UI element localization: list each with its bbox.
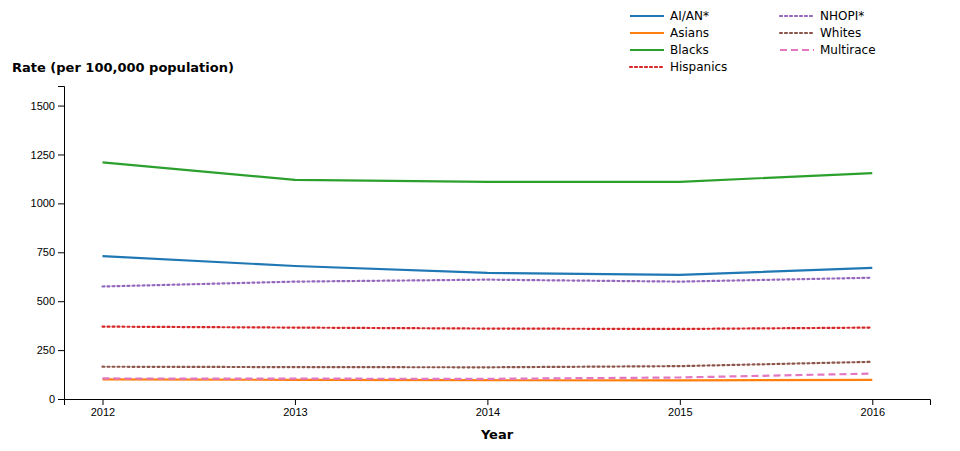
axis-domain bbox=[65, 400, 931, 406]
tick-mark bbox=[58, 106, 64, 107]
legend-item: Asians bbox=[630, 26, 709, 40]
legend-label: Blacks bbox=[670, 43, 709, 57]
tick: 0 bbox=[49, 393, 64, 405]
legend-item: AI/AN* bbox=[630, 9, 709, 23]
series-line bbox=[102, 362, 872, 367]
y-label: Rate (per 100,000 population) bbox=[12, 60, 234, 75]
tick-mark bbox=[295, 399, 296, 405]
lines bbox=[102, 162, 872, 380]
tick: 250 bbox=[37, 344, 64, 356]
x-label: Year bbox=[480, 427, 514, 442]
tick-label: 2016 bbox=[861, 406, 885, 418]
tick-mark bbox=[680, 399, 681, 405]
tick-label: 1500 bbox=[31, 100, 55, 112]
tick: 2013 bbox=[283, 399, 307, 418]
legend-item: Hispanics bbox=[630, 60, 727, 74]
tick: 2015 bbox=[668, 399, 692, 418]
legend-label: Whites bbox=[820, 26, 861, 40]
series-line bbox=[102, 162, 872, 182]
legend-swatch bbox=[780, 32, 814, 34]
legend-item: Blacks bbox=[630, 43, 709, 57]
tick: 750 bbox=[37, 246, 64, 258]
legend-swatch bbox=[630, 32, 664, 34]
legend-swatch bbox=[630, 66, 664, 68]
tick-label: 2014 bbox=[476, 406, 500, 418]
tick: 2012 bbox=[91, 399, 115, 418]
tick-label: 2015 bbox=[668, 406, 692, 418]
legend-label: NHOPI* bbox=[820, 9, 864, 23]
legend-swatch bbox=[630, 15, 664, 17]
legend-item: Multirace bbox=[780, 43, 876, 57]
tick: 1250 bbox=[31, 148, 64, 160]
tick-mark bbox=[58, 399, 64, 400]
tick: 1000 bbox=[31, 197, 64, 209]
tick-mark bbox=[487, 399, 488, 405]
legend-label: Hispanics bbox=[670, 60, 727, 74]
legend-label: Asians bbox=[670, 26, 709, 40]
tick-label: 0 bbox=[49, 393, 55, 405]
x-axis: 2012 2013 2014 2015 2016 bbox=[65, 399, 931, 418]
tick-label: 500 bbox=[37, 295, 55, 307]
tick-label: 2013 bbox=[283, 406, 307, 418]
y-axis: 0 250 500 750 1000 1250 1500 bbox=[31, 87, 65, 406]
axis-domain bbox=[58, 87, 65, 400]
tick-mark bbox=[58, 350, 64, 351]
chart: 2012 2013 2014 2015 2016 0 250 500 750 1000 1250 15… bbox=[0, 0, 960, 451]
legend: AI/AN* Asians Blacks Hispanics NHOPI* Whites M… bbox=[630, 9, 876, 74]
series-line bbox=[102, 256, 872, 275]
tick-mark bbox=[58, 203, 64, 204]
tick: 2014 bbox=[476, 399, 500, 418]
legend-label: Multirace bbox=[820, 43, 876, 57]
tick-mark bbox=[58, 154, 64, 155]
legend-label: AI/AN* bbox=[670, 9, 709, 23]
series-line bbox=[102, 374, 872, 379]
plot: 2012 2013 2014 2015 2016 0 250 500 750 1000 1250 15… bbox=[31, 87, 931, 418]
legend-swatch bbox=[630, 49, 664, 51]
tick-label: 1250 bbox=[31, 148, 55, 160]
tick-label: 2012 bbox=[91, 406, 115, 418]
tick-mark bbox=[58, 252, 64, 253]
tick-mark bbox=[872, 399, 873, 405]
legend-swatch bbox=[780, 15, 814, 17]
tick-label: 250 bbox=[37, 344, 55, 356]
series-line bbox=[102, 327, 872, 329]
tick-label: 1000 bbox=[31, 197, 55, 209]
tick: 2016 bbox=[861, 399, 885, 418]
legend-item: Whites bbox=[780, 26, 861, 40]
tick-label: 750 bbox=[37, 246, 55, 258]
legend-swatch bbox=[780, 49, 814, 51]
series-line bbox=[102, 278, 872, 287]
tick: 1500 bbox=[31, 100, 64, 112]
legend-item: NHOPI* bbox=[780, 9, 864, 23]
tick: 500 bbox=[37, 295, 64, 307]
tick-mark bbox=[102, 399, 103, 405]
tick-mark bbox=[58, 301, 64, 302]
